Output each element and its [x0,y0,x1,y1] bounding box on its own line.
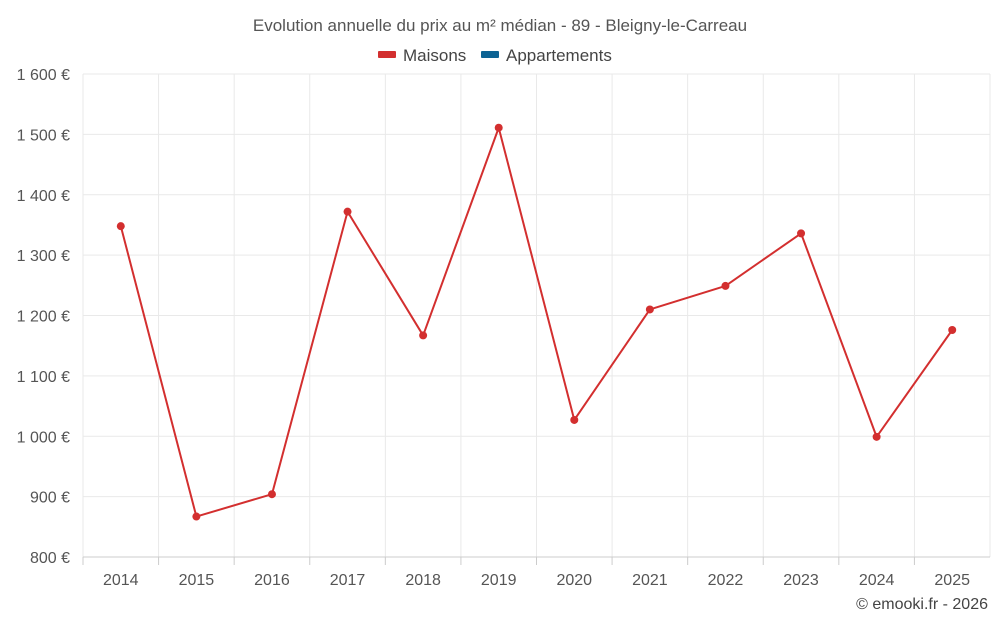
legend-label-appartements[interactable]: Appartements [506,46,612,65]
x-tick-label: 2018 [405,572,441,589]
data-point[interactable] [267,490,276,499]
x-tick-label: 2017 [330,572,366,589]
data-point[interactable] [494,123,503,132]
x-tick-label: 2016 [254,572,290,589]
legend-label-maisons[interactable]: Maisons [403,46,466,65]
x-tick-label: 2023 [783,572,819,589]
chart-title: Evolution annuelle du prix au m² médian … [253,16,747,35]
credit-text: © emooki.fr - 2026 [856,596,988,613]
y-tick-label: 1 100 € [17,369,70,386]
y-tick-label: 1 400 € [17,188,70,205]
x-tick-label: 2025 [934,572,970,589]
data-point[interactable] [192,512,201,521]
data-point[interactable] [116,222,125,231]
data-point[interactable] [948,325,957,334]
grid [82,73,991,558]
data-point[interactable] [570,415,579,424]
x-tick-label: 2024 [859,572,895,589]
legend-swatch-appartements[interactable] [481,51,499,58]
y-tick-label: 900 € [30,490,70,507]
data-point[interactable] [797,229,806,238]
x-tick-label: 2022 [708,572,744,589]
data-point[interactable] [872,432,881,441]
x-tick-label: 2020 [556,572,592,589]
y-tick-label: 1 300 € [17,248,70,265]
data-point[interactable] [419,331,428,340]
series [116,123,957,521]
y-tick-label: 1 500 € [17,127,70,144]
x-tick-label: 2015 [179,572,215,589]
x-tick-label: 2014 [103,572,139,589]
x-tick-label: 2019 [481,572,517,589]
series-line-maisons [119,126,954,518]
y-tick-label: 1 000 € [17,429,70,446]
y-tick-label: 1 200 € [17,309,70,326]
data-point[interactable] [645,305,654,314]
legend-swatch-maisons[interactable] [378,51,396,58]
data-point[interactable] [721,281,730,290]
axes: 800 € 900 € 1 000 € 1 100 € 1 200 € 1 300 € 1 … [17,67,990,589]
data-point[interactable] [343,207,352,216]
legend: Maisons Appartements [378,46,612,65]
y-tick-label: 800 € [30,550,70,567]
x-tick-label: 2021 [632,572,668,589]
y-tick-label: 1 600 € [17,67,70,84]
